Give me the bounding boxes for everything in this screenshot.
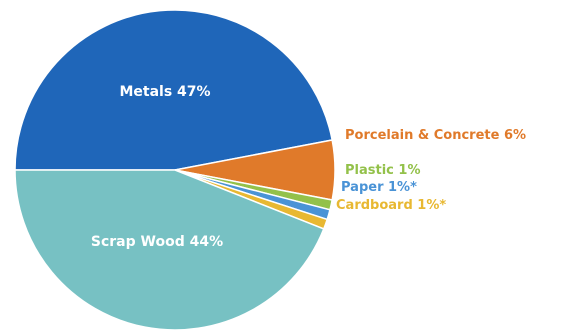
pie-slice-0 — [14, 9, 334, 171]
pie-labels: Metals 47% Porcelain & Concrete 6% Plastic… — [91, 84, 526, 250]
slice-label-5: Scrap Wood 44% — [91, 234, 223, 250]
slice-label-3: Paper 1%* — [341, 180, 417, 195]
pie-slice-5 — [14, 169, 325, 331]
slice-label-4: Cardboard 1%* — [336, 198, 446, 213]
pie-slices — [14, 9, 336, 331]
slice-label-1: Porcelain & Concrete 6% — [345, 128, 526, 143]
slice-label-2: Plastic 1% — [345, 163, 420, 178]
slice-label-0: Metals 47% — [119, 84, 210, 100]
